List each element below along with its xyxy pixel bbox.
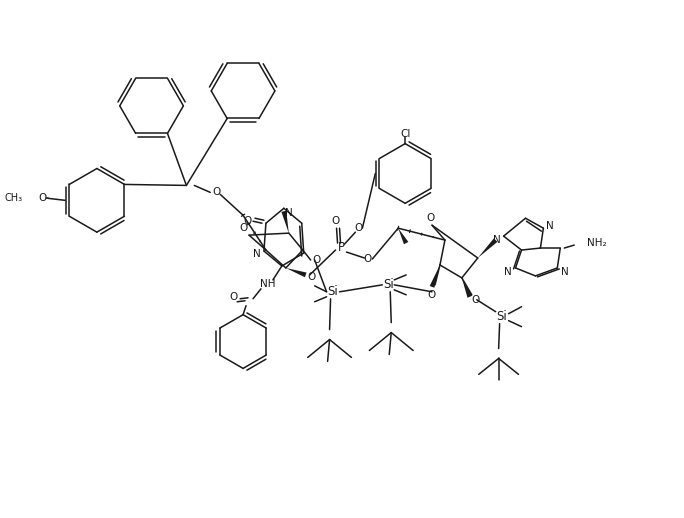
Text: N: N xyxy=(492,235,501,245)
Text: NH₂: NH₂ xyxy=(587,238,607,248)
Text: O: O xyxy=(472,295,480,305)
Polygon shape xyxy=(398,228,408,244)
Text: O: O xyxy=(243,216,251,226)
Text: O: O xyxy=(212,188,220,197)
Polygon shape xyxy=(281,211,289,233)
Polygon shape xyxy=(286,268,306,277)
Text: O: O xyxy=(427,290,435,300)
Polygon shape xyxy=(462,278,472,298)
Text: N: N xyxy=(503,267,512,277)
Text: CH₃: CH₃ xyxy=(4,193,23,204)
Text: O: O xyxy=(239,223,247,233)
Text: Si: Si xyxy=(497,310,507,323)
Text: Si: Si xyxy=(327,285,338,298)
Text: P: P xyxy=(338,240,345,254)
Text: Cl: Cl xyxy=(400,128,410,139)
Text: N: N xyxy=(253,249,261,259)
Text: NH: NH xyxy=(260,279,276,289)
Text: O: O xyxy=(38,193,47,204)
Text: O: O xyxy=(354,223,363,233)
Text: O: O xyxy=(332,216,340,226)
Text: N: N xyxy=(547,221,554,231)
Polygon shape xyxy=(477,238,497,258)
Text: O: O xyxy=(308,272,316,282)
Text: N: N xyxy=(285,208,293,218)
Text: O: O xyxy=(313,255,321,265)
Text: O: O xyxy=(426,213,434,223)
Polygon shape xyxy=(430,265,440,287)
Text: O: O xyxy=(363,254,371,264)
Text: Si: Si xyxy=(383,278,393,291)
Text: O: O xyxy=(229,292,237,302)
Text: N: N xyxy=(562,267,569,277)
